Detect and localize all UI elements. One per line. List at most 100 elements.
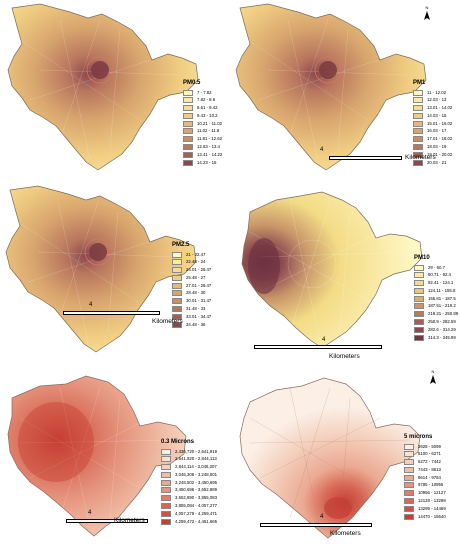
legend-label: 2,436,720 - 2,641,919 xyxy=(175,448,218,454)
legend-swatch xyxy=(413,144,423,151)
legend-swatch xyxy=(404,490,414,497)
legend-label: 9785 - 10955 xyxy=(418,482,444,488)
scale-bar: 4 Kilometers xyxy=(260,514,410,538)
pollution-hotspot xyxy=(91,61,109,79)
legend-item: 3,046,308 - 3,248,501 xyxy=(161,471,217,478)
scale-bar-unit: Kilometers xyxy=(329,353,360,360)
legend-item: 14.03 - 15 xyxy=(413,112,452,119)
legend-item: 25.48 - 27 xyxy=(172,274,211,281)
scale-bar-graphic xyxy=(254,345,382,349)
legend-title: PM0.5 xyxy=(183,80,201,86)
legend-item: 12.03 - 13 xyxy=(413,97,452,104)
legend-item: 7 - 7.82 xyxy=(183,89,222,96)
legend-label: 3,450,696 - 3,652,889 xyxy=(175,487,218,493)
legend-swatch xyxy=(413,136,423,143)
legend-item: 155.81 - 187.5 xyxy=(414,295,458,302)
legend-swatch xyxy=(183,136,193,143)
legend-item: 3,652,890 - 3,855,083 xyxy=(161,495,217,502)
legend-rows: 21 - 22.47 22.48 - 24 24.01 - 25.47 25.48 -… xyxy=(172,251,211,328)
legend-item: 16.03 - 17 xyxy=(413,128,452,135)
scale-bar-graphic xyxy=(329,156,402,160)
legend-item: 29 - 60.7 xyxy=(414,264,458,271)
legend-label: 250.9 - 282.59 xyxy=(428,319,456,325)
legend-item: 14.23 - 15 xyxy=(183,159,222,166)
legend-swatch xyxy=(183,120,193,127)
legend-label: 27.01 - 28.47 xyxy=(186,282,212,288)
legend-label: 20.03 - 21 xyxy=(427,159,447,165)
legend-label: 16.03 - 17 xyxy=(427,128,447,134)
legend-title: 5 microns xyxy=(404,434,433,440)
legend-label: 60.71 - 92.4 xyxy=(428,272,451,278)
map-panel-0-3-microns: 0.3 Microns 2,436,720 - 2,641,919 2,641,9… xyxy=(0,368,230,550)
legend-swatch xyxy=(413,97,423,104)
legend-swatch xyxy=(172,313,182,320)
legend-swatch xyxy=(404,505,414,512)
legend-swatch xyxy=(161,510,171,517)
scale-bar-number: 4 xyxy=(320,514,324,520)
legend-label: 24.01 - 25.47 xyxy=(186,267,212,273)
legend-item: 13.01 - 14.02 xyxy=(413,105,452,112)
legend-item: 3,248,502 - 3,450,695 xyxy=(161,479,217,486)
legend-swatch xyxy=(172,251,182,258)
legend-item: 11 - 12.02 xyxy=(413,89,452,96)
city-boundary xyxy=(5,185,197,353)
legend-pm05: PM0.5 7 - 7.82 7.82 - 8.6 8.61 - 9.42 9.43 … xyxy=(183,80,222,167)
city-boundary xyxy=(7,375,187,537)
street-network xyxy=(249,201,411,343)
legend-label: 155.81 - 187.5 xyxy=(428,295,456,301)
legend-item: 12128 - 13298 xyxy=(404,498,446,505)
legend-swatch xyxy=(404,451,414,458)
legend-pm10: PM10 29 - 60.7 60.71 - 92.4 92.41 - 124.1 1… xyxy=(414,255,458,342)
legend-swatch xyxy=(413,89,423,96)
legend-swatch xyxy=(183,128,193,135)
pollution-hotspot xyxy=(89,243,107,261)
legend-swatch xyxy=(414,319,424,326)
legend-item: 33.01 - 34.47 xyxy=(172,313,211,320)
legend-label: 14.03 - 15 xyxy=(427,112,447,118)
legend-title: PM10 xyxy=(414,255,430,261)
legend-item: 24.01 - 25.47 xyxy=(172,267,211,274)
legend-item: 219.21 - 250.89 xyxy=(414,311,458,318)
legend-item: 18.03 - 19 xyxy=(413,144,452,151)
legend-title: PM2.5 xyxy=(172,242,190,248)
legend-rows: 11 - 12.02 12.03 - 13 13.01 - 14.02 14.03 -… xyxy=(413,89,452,166)
legend-label: 219.21 - 250.89 xyxy=(428,311,459,317)
legend-item: 4,057,278 - 4,259,471 xyxy=(161,510,217,517)
legend-pm25: PM2.5 21 - 22.47 22.48 - 24 24.01 - 25.47 2… xyxy=(172,242,211,329)
legend-item: 3928 - 5099 xyxy=(404,443,446,450)
scale-bar-number: 4 xyxy=(320,147,324,153)
scale-bar-unit: Kilometers xyxy=(330,530,361,537)
legend-swatch xyxy=(172,282,182,289)
legend-swatch xyxy=(413,128,423,135)
legend-item: 3,855,084 - 4,057,277 xyxy=(161,503,217,510)
legend-label: 10956 - 12127 xyxy=(418,490,446,496)
ring-road xyxy=(314,56,342,84)
scale-bar-unit: Kilometers xyxy=(405,154,436,161)
scale-bar: 4 Kilometers xyxy=(62,510,212,532)
legend-item: 10.21 - 11.02 xyxy=(183,120,222,127)
legend-item: 9.43 - 10.2 xyxy=(183,112,222,119)
legend-label: 31.48 - 33 xyxy=(186,306,206,312)
legend-label: 22.48 - 24 xyxy=(186,259,206,265)
pollution-hotspot xyxy=(18,402,94,482)
city-map-pm10 xyxy=(241,191,423,349)
map-panel-pm1: N PM1 11 - 12.02 12.03 - 13 13.01 - 14.02 1… xyxy=(230,0,460,180)
ring-road xyxy=(84,238,112,266)
city-boundary xyxy=(239,377,421,539)
legend-label: 8.61 - 9.42 xyxy=(197,105,218,111)
legend-5-microns: 5 microns 3928 - 5099 5100 - 6271 6272 - 7… xyxy=(404,434,446,521)
legend-label: 7.82 - 8.6 xyxy=(197,97,216,103)
scale-bar-graphic xyxy=(66,519,148,523)
city-map-pm05 xyxy=(7,3,199,171)
legend-swatch xyxy=(172,298,182,305)
legend-swatch xyxy=(404,466,414,473)
legend-label: 92.41 - 124.1 xyxy=(428,280,454,286)
legend-swatch xyxy=(183,97,193,104)
scale-bar-number: 4 xyxy=(89,302,93,308)
city-map-5-microns xyxy=(239,377,421,539)
legend-swatch xyxy=(414,303,424,310)
legend-swatch xyxy=(161,448,171,455)
legend-label: 12.63 - 13.4 xyxy=(197,144,220,150)
city-boundary xyxy=(241,191,423,349)
legend-label: 13299 - 14469 xyxy=(418,505,446,511)
